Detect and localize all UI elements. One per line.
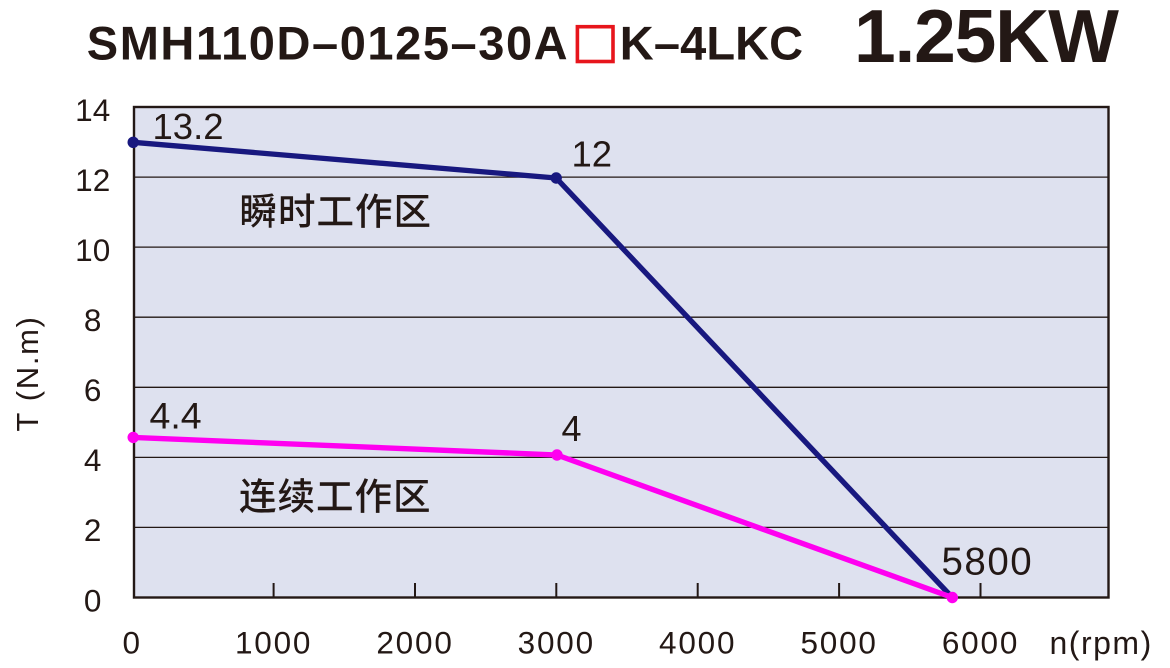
svg-text:0: 0: [84, 582, 102, 618]
svg-text:3000: 3000: [518, 625, 595, 661]
svg-text:2: 2: [84, 512, 102, 548]
svg-text:6: 6: [84, 372, 102, 408]
svg-text:10: 10: [75, 232, 110, 268]
svg-text:0: 0: [123, 625, 142, 661]
svg-text:4: 4: [84, 442, 102, 478]
svg-text:13.2: 13.2: [153, 106, 224, 147]
svg-text:12: 12: [572, 134, 613, 175]
svg-text:1000: 1000: [235, 625, 312, 661]
svg-text:SMH110D–0125–30A: SMH110D–0125–30A: [87, 17, 569, 70]
svg-text:4.4: 4.4: [150, 394, 202, 436]
svg-text:8: 8: [84, 302, 102, 338]
svg-text:K–4LKC: K–4LKC: [620, 17, 803, 70]
svg-text:2000: 2000: [376, 625, 453, 661]
svg-text:6000: 6000: [942, 625, 1019, 661]
svg-text:5000: 5000: [800, 625, 877, 661]
svg-text:T (N.m): T (N.m): [10, 315, 45, 431]
svg-text:5800: 5800: [942, 541, 1034, 584]
svg-text:1.25KW: 1.25KW: [854, 0, 1119, 78]
svg-text:12: 12: [75, 162, 110, 198]
svg-text:4000: 4000: [659, 625, 736, 661]
svg-text:4: 4: [562, 408, 582, 449]
svg-text:14: 14: [75, 92, 110, 128]
svg-text:n(rpm): n(rpm): [1050, 625, 1153, 661]
